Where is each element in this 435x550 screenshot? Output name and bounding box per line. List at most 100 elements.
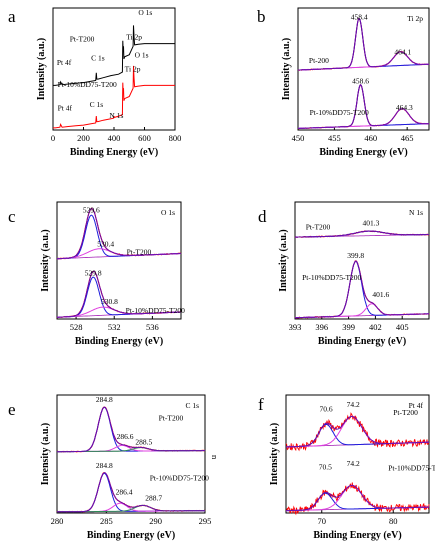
panel-a: 0 200 400 600 800 Binding Energy (eV) Intensit… [8,7,181,158]
peak-annotation: Pt-10%DD75-T200 [58,80,117,89]
panel-label: a [8,7,16,26]
panel-f: 70 80 Binding Energy (eV) Intensity (a.u.) f… [258,394,435,541]
raw-spectrum-line [294,260,430,319]
x-tick-label: 465 [401,133,414,143]
series-name-label: Pt-T200 [306,222,331,231]
x-tick-label: 200 [77,133,90,143]
peak-position-label: 70.6 [319,405,332,414]
peak-position-label: 530.8 [101,297,118,306]
x-tick-label: 400 [108,133,121,143]
x-tick-label: 399 [342,322,355,332]
panel-label: c [8,207,16,226]
x-tick-label: 405 [396,322,409,332]
panel-label: e [8,400,16,419]
series-name-label: Pt-10%DD75-T200 [310,108,369,117]
peak-position-label: 288.7 [145,493,162,502]
peak-annotation: C 1s [90,100,104,109]
core-level-title: N 1s [409,208,423,217]
x-tick-label: 536 [146,322,159,332]
peak-position-label: 401.3 [362,218,379,227]
series-line [53,65,175,129]
panel-label: f [258,395,264,414]
x-axis-label: Binding Energy (eV) [87,530,175,541]
peak-position-label: 284.8 [96,461,113,470]
peak-position-label: 286.4 [116,487,133,496]
x-tick-label: 0 [51,133,55,143]
x-tick-label: 393 [289,322,302,332]
peak-position-label: 288.5 [135,438,152,447]
fit-envelope-line [57,270,181,318]
peak-position-label: 74.2 [347,400,360,409]
x-tick-label: 800 [169,133,182,143]
panel-label: b [257,7,266,26]
peak-annotation: O 1s [135,50,149,59]
stray-mark: n [210,455,220,460]
core-level-title: Ti 2p [407,14,423,23]
series-name-label: Pt-T200 [127,248,152,257]
y-axis-label: Intensity (a.u.) [281,38,292,101]
x-axis-label: Binding Energy (eV) [75,336,163,347]
x-tick-label: 290 [149,516,162,526]
plot-frame [294,201,430,320]
peak-annotation: Ti 2p [125,64,141,73]
peak-position-label: 401.6 [372,290,389,299]
peak-position-label: 74.2 [347,459,360,468]
x-tick-label: 460 [364,133,377,143]
x-tick-label: 528 [70,322,83,332]
peak-annotation: C 1s [91,53,105,62]
x-tick-label: 455 [328,133,341,143]
panel-e: 280 285 290 295 Binding Energy (eV) Intensity… [8,394,212,541]
series-name-label: Pt-10%DD75-T200 [302,273,361,282]
peak-position-label: 284.8 [96,395,113,404]
series-name-label: Pt-T200 [393,408,418,417]
fit-envelope-line [295,260,429,319]
x-tick-label: 450 [292,133,305,143]
fit-envelope-line [286,484,429,512]
x-tick-label: 532 [108,322,121,332]
fit-envelope-line [298,84,429,129]
plot-frame [56,394,206,514]
fit-envelope-line [286,415,429,448]
x-tick-label: 280 [51,516,64,526]
series-name-label: Pt-10%DD75-T200 [150,474,209,483]
plot-frame [56,201,182,320]
peak-position-label: 70.5 [319,462,332,471]
peak-position-label: 529.6 [83,206,100,215]
plot-frame [297,7,430,131]
series-name-label: Pt-10%DD75-T200 [388,464,435,473]
fit-envelope-line [295,230,429,238]
x-axis-label: Binding Energy (eV) [318,336,406,347]
series-name-label: Pt-T200 [159,413,184,422]
x-tick-label: 70 [318,516,327,526]
peak-annotation: N 1s [109,111,123,120]
y-axis-label: Intensity (a.u.) [36,38,47,101]
core-level-title: Pt 4f [409,401,424,410]
peak-position-label: 464.1 [394,48,411,57]
series-line [53,25,175,86]
y-axis-label: Intensity (a.u.) [40,229,51,292]
core-level-title: O 1s [161,208,175,217]
peak-annotation: Ti 2p [126,32,142,41]
core-level-title: C 1s [185,401,199,410]
peak-position-label: 399.8 [347,251,364,260]
panel-label: d [258,207,267,226]
peak-position-label: 530.4 [97,239,114,248]
x-tick-label: 295 [199,516,212,526]
peak-position-label: 529.8 [85,269,102,278]
peak-position-label: 286.6 [117,432,134,441]
x-axis-label: Binding Energy (eV) [313,530,401,541]
y-axis-label: Intensity (a.u.) [278,229,289,292]
panel-c: 528 532 536 Binding Energy (eV) Intensity (a… [8,201,185,347]
fit-envelope-line [57,208,181,260]
fit-component-line [295,260,429,319]
fit-envelope-line [297,17,429,71]
x-tick-label: 285 [100,516,113,526]
x-tick-label: 600 [138,133,151,143]
panel-b: 450 455 460 465 Binding Energy (eV) Intensity… [257,7,430,158]
y-axis-label: Intensity (a.u.) [269,423,280,486]
x-tick-label: 80 [389,516,398,526]
peak-annotation: Pt 4f [58,103,73,112]
peak-position-label: 458.4 [351,13,368,22]
peak-annotation: Pt 4f [57,58,72,67]
